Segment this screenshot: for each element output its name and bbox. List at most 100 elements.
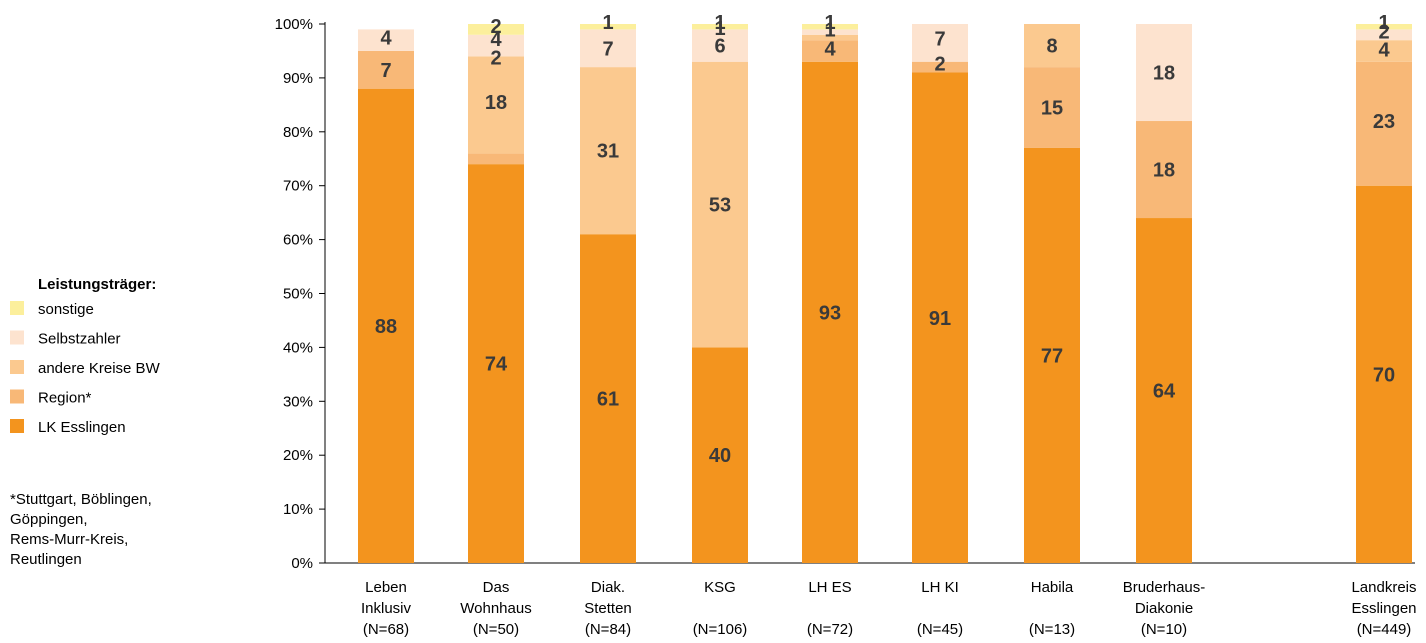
data-label: 91: [929, 308, 951, 330]
data-label: 2: [490, 16, 501, 38]
bar-segment: [468, 153, 524, 165]
data-label: 61: [597, 389, 619, 411]
data-label: 4: [824, 38, 836, 60]
bar-segment: [1024, 67, 1080, 148]
x-tick-label: Bruderhaus-: [1123, 579, 1206, 596]
data-label: 7: [934, 29, 945, 51]
x-tick-label: (N=449): [1357, 621, 1412, 638]
data-label: 8: [1046, 36, 1057, 58]
bar-segment: [468, 24, 524, 35]
bar-segment: [802, 34, 858, 41]
x-tick-label: Das: [483, 579, 510, 596]
bar-segment: [468, 56, 524, 154]
bar-segment: [802, 29, 858, 35]
x-tick-label: Inklusiv: [361, 600, 412, 617]
x-tick-label: Esslingen: [1351, 600, 1416, 617]
bar-segment: [358, 50, 414, 89]
legend-footnote: *Stuttgart, Böblingen,: [10, 491, 152, 508]
bar-segment: [1356, 29, 1412, 41]
data-label: 18: [1153, 160, 1175, 182]
x-tick-label: (N=45): [917, 621, 963, 638]
bar-segment: [692, 24, 748, 30]
data-label: 18: [1153, 63, 1175, 85]
bar-segment: [1136, 121, 1192, 219]
data-label: 4: [490, 29, 502, 51]
bar-segment: [358, 88, 414, 564]
legend-entry: andere Kreise BW: [38, 360, 161, 377]
legend-swatch: [10, 419, 24, 433]
data-label: 1: [824, 19, 835, 41]
legend-swatch: [10, 301, 24, 315]
x-tick-label: (N=68): [363, 621, 409, 638]
data-label: 88: [375, 316, 397, 338]
x-tick-label: (N=13): [1029, 621, 1075, 638]
legend-entry: sonstige: [38, 301, 94, 318]
data-label: 2: [490, 47, 501, 69]
x-tick-label: Diakonie: [1135, 600, 1193, 617]
y-tick-label: 60%: [283, 232, 313, 249]
legend-footnote: Rems-Murr-Kreis,: [10, 531, 128, 548]
data-label: 64: [1153, 381, 1176, 403]
bar-segment: [1356, 185, 1412, 563]
data-label: 2: [934, 53, 945, 75]
data-label: 1: [1378, 12, 1389, 34]
x-tick-label: Leben: [365, 579, 407, 596]
x-tick-label: Wohnhaus: [460, 600, 531, 617]
legend-entry: Selbstzahler: [38, 331, 121, 348]
y-tick-label: 10%: [283, 501, 313, 518]
bar-segment: [692, 347, 748, 563]
bar-segment: [912, 72, 968, 563]
data-label: 4: [380, 27, 392, 49]
bar-segment: [468, 34, 524, 57]
data-label: 1: [714, 18, 725, 40]
legend-footnote: Reutlingen: [10, 551, 82, 568]
data-label: 6: [714, 36, 725, 58]
bar-segment: [580, 67, 636, 235]
data-label: 23: [1373, 111, 1395, 133]
x-tick-label: LH KI: [921, 579, 959, 596]
x-tick-label: (N=10): [1141, 621, 1187, 638]
data-label: 93: [819, 302, 841, 324]
x-tick-label: Landkreis: [1351, 579, 1416, 596]
bar-segment: [802, 40, 858, 62]
bar-segment: [580, 24, 636, 30]
legend-entry: Region*: [38, 390, 92, 407]
x-tick-label: (N=106): [693, 621, 748, 638]
x-tick-label: (N=50): [473, 621, 519, 638]
legend-footnote: Göppingen,: [10, 511, 88, 528]
bar-segment: [358, 29, 414, 51]
bar-segment: [1136, 24, 1192, 122]
bar-segment: [468, 164, 524, 563]
x-tick-label: (N=72): [807, 621, 853, 638]
legend-swatch: [10, 360, 24, 374]
data-label: 18: [485, 92, 507, 114]
y-tick-label: 100%: [275, 16, 313, 33]
y-tick-label: 70%: [283, 178, 313, 195]
data-label: 31: [597, 141, 619, 163]
data-label: 4: [1378, 39, 1390, 61]
y-tick-label: 30%: [283, 393, 313, 410]
data-label: 40: [709, 445, 731, 467]
bar-segment: [1024, 24, 1080, 68]
bar-segment: [1136, 218, 1192, 564]
x-tick-label: Stetten: [584, 600, 632, 617]
data-label: 53: [709, 195, 731, 217]
bar-segment: [580, 234, 636, 563]
x-tick-label: (N=84): [585, 621, 631, 638]
bar-segment: [912, 61, 968, 73]
bar-segment: [692, 61, 748, 348]
y-tick-label: 20%: [283, 447, 313, 464]
legend-entry: LK Esslingen: [38, 419, 126, 436]
bar-segment: [1356, 24, 1412, 30]
data-label: 7: [602, 38, 613, 60]
y-tick-label: 50%: [283, 286, 313, 303]
data-label: 70: [1373, 364, 1395, 386]
bar-segment: [912, 24, 968, 62]
data-label: 1: [602, 12, 613, 34]
data-label: 15: [1041, 98, 1063, 120]
legend-swatch: [10, 330, 24, 345]
y-tick-label: 80%: [283, 124, 313, 141]
y-tick-label: 0%: [291, 555, 313, 572]
